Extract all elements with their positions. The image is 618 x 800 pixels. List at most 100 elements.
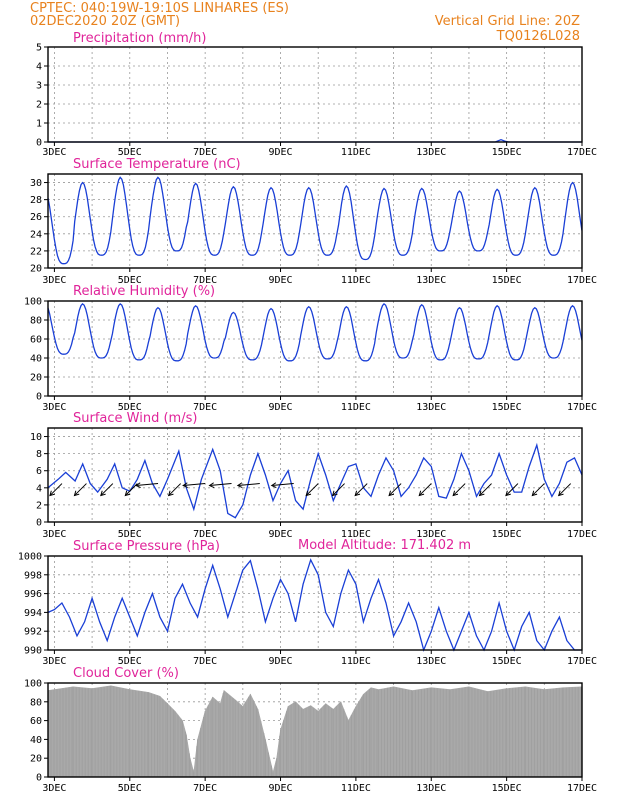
x-tick-label: 7DEC: [193, 656, 217, 667]
wind-vector-arrow: [388, 483, 402, 497]
x-tick-label: 7DEC: [193, 783, 217, 794]
model-altitude: Model Altitude: 171.402 m: [298, 538, 471, 553]
y-tick-label: 26: [30, 212, 42, 223]
x-tick-label: 17DEC: [567, 275, 597, 286]
x-tick-label: 15DEC: [492, 783, 522, 794]
y-tick-label: 100: [24, 297, 42, 308]
wind-vector-arrow: [305, 483, 319, 497]
wind-vector-arrow: [49, 483, 63, 497]
y-tick-label: 40: [30, 735, 42, 746]
x-tick-label: 7DEC: [193, 147, 217, 158]
wind-vector-arrow: [270, 482, 294, 488]
y-tick-label: 0: [36, 138, 42, 149]
humidity-line: [47, 303, 583, 362]
y-tick-label: 996: [24, 589, 42, 600]
x-tick-label: 13DEC: [416, 529, 446, 540]
y-tick-label: 60: [30, 335, 42, 346]
y-tick-label: 20: [30, 754, 42, 765]
wind-vector-arrow: [208, 482, 232, 488]
y-tick-label: 28: [30, 195, 42, 206]
y-tick-label: 8: [36, 449, 42, 460]
x-tick-label: 3DEC: [42, 402, 66, 413]
x-tick-label: 17DEC: [567, 783, 597, 794]
temperature-frame: [47, 173, 583, 269]
wind-panel: Surface Wind (m/s) 0 2 4 6 8 10 3DEC 5DEC 7DEC 9DE…: [30, 411, 597, 540]
x-tick-label: 3DEC: [42, 656, 66, 667]
x-tick-label: 7DEC: [193, 529, 217, 540]
cloud-cover-frame: [47, 682, 583, 778]
x-tick-label: 11DEC: [341, 402, 371, 413]
x-tick-label: 9DEC: [268, 402, 292, 413]
pressure-line: [47, 558, 582, 653]
y-tick-label: 1: [36, 119, 42, 130]
x-tick-label: 7DEC: [193, 275, 217, 286]
y-tick-label: 100: [24, 679, 42, 690]
x-tick-label: 7DEC: [193, 402, 217, 413]
wind-vector-arrow: [557, 483, 572, 497]
y-tick-label: 10: [30, 432, 42, 443]
x-tick-label: 17DEC: [567, 529, 597, 540]
y-tick-label: 80: [30, 316, 42, 327]
y-tick-label: 30: [30, 178, 42, 189]
x-tick-label: 15DEC: [492, 656, 522, 667]
y-tick-label: 4: [36, 62, 42, 73]
x-tick-label: 15DEC: [492, 529, 522, 540]
wind-vector-arrow: [182, 482, 206, 488]
y-tick-label: 2: [36, 100, 42, 111]
humidity-frame: [47, 300, 583, 397]
cloud-cover-panel: Cloud Cover (%) 0 20 40 60 80 100 3DEC 5DEC 7DEC 9…: [24, 666, 597, 794]
x-tick-label: 13DEC: [416, 147, 446, 158]
wind-vector-arrow: [418, 483, 432, 497]
x-tick-label: 9DEC: [268, 529, 292, 540]
x-tick-label: 5DEC: [118, 402, 142, 413]
y-tick-label: 20: [30, 264, 42, 275]
y-tick-label: 24: [30, 229, 42, 240]
temperature-line: [47, 176, 583, 265]
x-tick-label: 5DEC: [118, 275, 142, 286]
x-tick-label: 11DEC: [341, 275, 371, 286]
x-tick-label: 13DEC: [416, 275, 446, 286]
x-tick-label: 13DEC: [416, 783, 446, 794]
x-tick-label: 11DEC: [341, 147, 371, 158]
y-tick-label: 994: [24, 608, 42, 619]
wind-line: [47, 442, 583, 519]
wind-title: Surface Wind (m/s): [73, 411, 197, 426]
x-tick-label: 13DEC: [416, 402, 446, 413]
x-tick-label: 13DEC: [416, 656, 446, 667]
precipitation-title: Precipitation (mm/h): [73, 31, 206, 46]
y-tick-label: 1000: [18, 552, 42, 563]
y-tick-label: 0: [36, 518, 42, 529]
x-tick-label: 11DEC: [341, 656, 371, 667]
wind-frame: [47, 427, 583, 523]
y-tick-label: 5: [36, 43, 42, 54]
y-tick-label: 2: [36, 500, 42, 511]
header-station: CPTEC: 040:19W-19:10S LINHARES (ES): [30, 1, 289, 16]
y-tick-label: 4: [36, 483, 42, 494]
pressure-frame: [47, 555, 583, 651]
pressure-title: Surface Pressure (hPa): [73, 539, 220, 554]
y-tick-label: 998: [24, 570, 42, 581]
wind-vector-arrow: [531, 483, 545, 497]
y-tick-label: 990: [24, 646, 42, 657]
wind-vector-arrow: [73, 483, 87, 497]
precipitation-panel: Precipitation (mm/h) 0 1 2 3 4 5 3DEC 5DEC 7DEC 9D…: [36, 31, 597, 158]
x-tick-label: 11DEC: [341, 529, 371, 540]
x-tick-label: 3DEC: [42, 783, 66, 794]
y-tick-label: 992: [24, 627, 42, 638]
x-tick-label: 15DEC: [492, 402, 522, 413]
y-tick-label: 6: [36, 466, 42, 477]
header-model-code: TQ0126L028: [496, 29, 580, 44]
x-tick-label: 3DEC: [42, 529, 66, 540]
panels-layer: Precipitation (mm/h) 0 1 2 3 4 5 3DEC 5DEC 7DEC 9D…: [18, 31, 597, 794]
y-tick-label: 0: [36, 392, 42, 403]
wind-vector-arrow: [452, 483, 466, 497]
wind-vector-arrow: [167, 483, 182, 497]
x-tick-label: 3DEC: [42, 147, 66, 158]
y-tick-label: 3: [36, 81, 42, 92]
x-tick-label: 9DEC: [268, 656, 292, 667]
x-tick-label: 5DEC: [118, 147, 142, 158]
wind-vector-arrow: [505, 483, 519, 497]
x-tick-label: 17DEC: [567, 402, 597, 413]
wind-vector-arrow: [236, 482, 260, 488]
